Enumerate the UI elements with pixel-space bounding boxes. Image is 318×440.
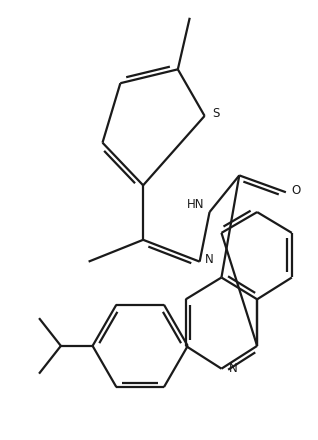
Text: N: N [205,253,214,266]
Text: HN: HN [187,198,204,211]
Text: O: O [291,184,301,197]
Text: S: S [212,107,219,121]
Text: N: N [229,362,238,375]
